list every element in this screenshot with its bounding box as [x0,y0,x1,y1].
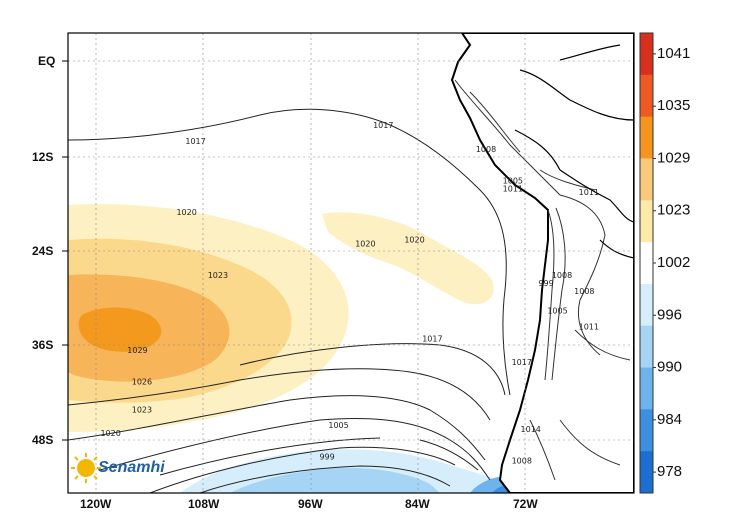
contour-label: 1020 [100,429,120,438]
colorbar-segment [640,200,653,243]
contour-label: 1011 [579,188,599,197]
contour-label: 999 [319,453,334,462]
contour-label: 1008 [574,287,594,296]
contour-labels: 1017 1017 1017 1017 1020 1020 1020 1020 1023 1023… [100,121,599,466]
colorbar-segment [640,33,653,76]
colorbar-label: 978 [657,463,682,480]
colorbar-segment [640,116,653,159]
colorbar-label: 1023 [657,202,690,219]
plot-border [67,32,635,494]
contour-label: 1020 [355,240,375,249]
colorbar-segment [640,242,653,285]
colorbar-segment [640,283,653,327]
contour-label: 1017 [185,137,205,146]
country-borders [514,44,634,259]
contour-label: 1008 [552,271,572,280]
colorbar-label: 990 [657,359,682,376]
lon-label-84w: 84W [405,497,430,511]
contour-label: 999 [538,279,553,288]
andes-contours [454,79,631,481]
contour-fill-1029 [78,307,162,352]
colorbar-label: 1041 [657,45,690,62]
map-layers: 1017 1017 1017 1017 1020 1020 1020 1020 1023 1023… [68,33,634,493]
colorbar-label: 1002 [657,254,690,271]
contour-label: 1005 [328,421,348,430]
contour-label: 1026 [132,378,152,387]
contour-label: 1023 [132,405,152,414]
lat-label-48s: 48S [32,433,53,447]
colorbar-segment [640,74,653,118]
longitude-axis: 120W 108W 96W 84W 72W [80,497,538,511]
contour-label: 1014 [521,425,541,434]
colorbar-label: 1035 [657,97,690,114]
colorbar-segment [640,409,653,452]
latitude-axis: EQ 12S 24S 36S 48S [32,54,68,447]
sun-icon [71,453,101,483]
contour-label: 1029 [127,346,147,355]
colorbar-label: 984 [657,411,682,428]
contour-label: 1005 [503,176,523,185]
lon-label-96w: 96W [298,497,323,511]
contour-label: 1017 [422,334,442,343]
lon-label-120w: 120W [80,497,112,511]
lon-label-72w: 72W [513,497,538,511]
logo-text: Senamhi [98,459,165,476]
contour-label: 1020 [176,208,196,217]
colorbar-segment [640,451,653,494]
contour-label: 1008 [476,145,496,154]
contour-label: 1017 [512,358,532,367]
contour-label: 1023 [208,271,228,280]
contour-fill-996 [230,467,440,493]
contour-label: 1008 [512,457,532,466]
lon-label-108w: 108W [188,497,220,511]
senamhi-logo: Senamhi [71,453,165,483]
lat-label-24s: 24S [32,244,53,258]
lat-label-36s: 36S [32,338,53,352]
contour-label: 1017 [373,121,393,130]
colorbar-label: 1029 [657,149,690,166]
contour-label: 1011 [579,322,599,331]
colorbar-segment [640,158,653,201]
colorbar-label: 996 [657,306,682,323]
isobars [68,108,511,493]
colorbar-segment [640,325,653,369]
contour-label: 1011 [503,184,523,193]
colorbar: 1041 1035 1029 1023 1002 996 990 984 978 [639,32,690,494]
lat-label-eq: EQ [38,54,55,68]
south-america-land [450,33,634,493]
colorbar-segment [640,367,653,410]
contour-fill-1020-east [322,212,494,305]
contour-label: 1005 [547,307,567,316]
grid-lines [68,33,634,493]
lat-label-12s: 12S [32,150,53,164]
contour-label: 1020 [404,236,424,245]
